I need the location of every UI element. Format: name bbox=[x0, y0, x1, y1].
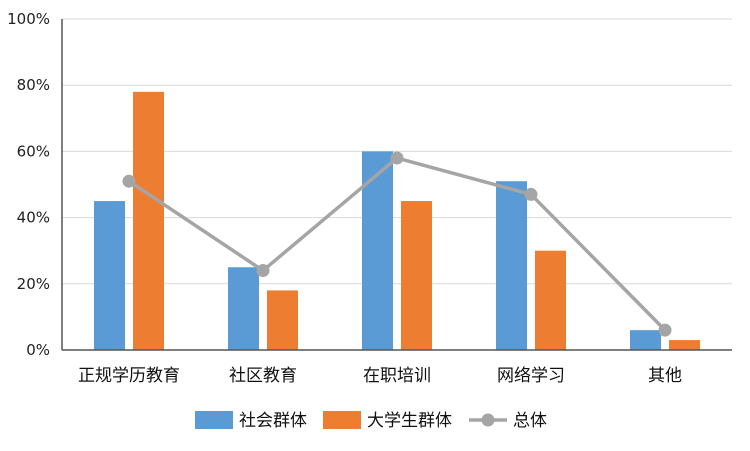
line-point-cat-3 bbox=[524, 187, 538, 201]
legend-label-0: 社会群体 bbox=[239, 411, 307, 431]
bar-series-0-cat-3 bbox=[496, 181, 527, 350]
category-label: 在职培训 bbox=[363, 366, 431, 386]
line-point-cat-1 bbox=[256, 264, 270, 278]
y-tick-label: 20% bbox=[17, 275, 50, 293]
y-tick-label: 0% bbox=[26, 341, 50, 359]
line-path bbox=[128, 156, 667, 332]
line-point-cat-0 bbox=[122, 174, 136, 188]
category-label: 其他 bbox=[648, 366, 682, 386]
bar-series-1-cat-2 bbox=[401, 201, 432, 350]
x-axis-category-labels: 正规学历教育 社区教育 在职培训 网络学习 其他 bbox=[78, 366, 682, 386]
y-tick-label: 60% bbox=[17, 142, 50, 160]
category-label: 社区教育 bbox=[229, 366, 297, 386]
y-axis-tick-labels: 0% 20% 40% 60% 80% 100% bbox=[7, 10, 50, 359]
y-tick-label: 40% bbox=[17, 209, 50, 227]
bar-series-0-cat-1 bbox=[228, 267, 259, 350]
bar-series-1-cat-1 bbox=[267, 290, 298, 350]
bar-series-0-cat-0 bbox=[94, 201, 125, 350]
y-tick-label: 100% bbox=[7, 10, 50, 28]
legend-swatch-0 bbox=[195, 411, 233, 429]
legend-label-1: 大学生群体 bbox=[367, 411, 452, 431]
y-tick-label: 80% bbox=[17, 76, 50, 94]
category-label: 正规学历教育 bbox=[78, 366, 180, 386]
total-line bbox=[122, 151, 672, 337]
bar-series-1-cat-4 bbox=[669, 340, 700, 350]
line-point-cat-2 bbox=[390, 151, 404, 165]
bars bbox=[94, 91, 700, 350]
line-point-cat-4 bbox=[658, 323, 672, 337]
bar-series-1-cat-0 bbox=[133, 91, 164, 350]
category-label: 网络学习 bbox=[497, 366, 565, 386]
bar-series-0-cat-4 bbox=[630, 330, 661, 350]
legend: 社会群体 大学生群体 总体 bbox=[195, 411, 547, 431]
bar-series-0-cat-2 bbox=[362, 151, 393, 350]
legend-label-2: 总体 bbox=[513, 411, 547, 431]
bar-series-1-cat-3 bbox=[535, 250, 566, 350]
legend-marker-2 bbox=[481, 413, 495, 427]
legend-swatch-1 bbox=[323, 411, 361, 429]
